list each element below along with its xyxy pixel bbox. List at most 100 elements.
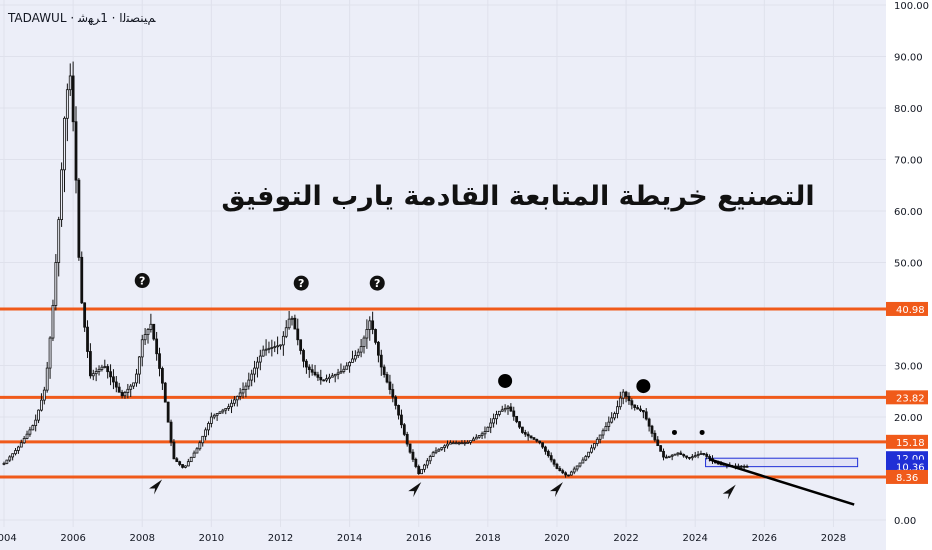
- candle-body: [431, 452, 435, 457]
- x-tick-label: 2028: [821, 533, 846, 544]
- candle-body: [368, 320, 372, 330]
- symbol-label[interactable]: TADAWUL · ﻢﻴﻨﺼﺘﻟﺍ · 1ﺮﻬﺷ: [7, 11, 157, 26]
- candle-body: [209, 416, 213, 424]
- candle-body: [8, 456, 12, 461]
- candle-body: [466, 442, 470, 444]
- candle-body: [472, 438, 475, 442]
- candle-body: [267, 347, 271, 350]
- candle-body: [256, 361, 259, 369]
- candle-body: [552, 459, 556, 465]
- candle-body: [281, 335, 285, 346]
- candle-body: [348, 362, 352, 367]
- trendline: [708, 458, 855, 506]
- level-label-text: 10.36: [896, 463, 925, 474]
- candle-body: [463, 442, 467, 445]
- candle-body: [555, 463, 559, 469]
- candle-body: [509, 406, 513, 412]
- candle-body: [503, 408, 507, 411]
- candle-body: [221, 409, 225, 413]
- candle-body: [607, 421, 611, 427]
- candle-body: [489, 422, 493, 428]
- candle-body: [532, 437, 536, 440]
- candle-body: [342, 368, 346, 372]
- candle-body: [86, 326, 89, 352]
- candle-body: [37, 409, 40, 421]
- candle-body: [578, 462, 582, 467]
- candle-body: [598, 434, 602, 440]
- candle-body: [523, 432, 527, 435]
- candle-body: [89, 351, 92, 377]
- candle-body: [227, 406, 231, 409]
- arrow-marker: [408, 482, 422, 498]
- y-tick-label: 60.00: [894, 207, 923, 218]
- candle-body: [443, 445, 447, 448]
- candle-body: [114, 381, 118, 388]
- candle-body: [307, 366, 311, 371]
- candle-body: [51, 305, 55, 339]
- candle-body: [440, 447, 444, 450]
- level-label-bg: [886, 390, 928, 405]
- candle-body: [232, 399, 236, 404]
- candle-body: [584, 456, 588, 461]
- candle-body: [184, 465, 187, 468]
- candle-body: [610, 417, 614, 423]
- y-tick-label: 100.00: [894, 1, 929, 12]
- candle-body: [636, 407, 639, 410]
- candle-body: [621, 391, 625, 399]
- candle-body: [175, 458, 179, 463]
- candle-body: [362, 337, 366, 348]
- candle-body: [425, 460, 429, 466]
- candle-body: [2, 462, 6, 465]
- candle-body: [302, 350, 305, 362]
- x-tick-label: 2012: [268, 533, 293, 544]
- candle-body: [379, 354, 383, 368]
- candle-body: [558, 468, 562, 472]
- candle-body: [290, 317, 294, 320]
- candle-body: [253, 367, 256, 375]
- candle-body: [103, 366, 107, 368]
- candle-body: [497, 410, 501, 415]
- candle-body: [650, 425, 654, 434]
- candle-body: [495, 414, 498, 420]
- candle-body: [163, 382, 167, 403]
- candle-body: [181, 464, 184, 468]
- candle-body: [604, 426, 608, 432]
- candle-body: [166, 401, 170, 423]
- candle-body: [423, 464, 426, 470]
- candle-body: [322, 379, 326, 382]
- candle-body: [135, 373, 138, 384]
- candle-body: [745, 465, 749, 468]
- candle-body: [662, 450, 665, 458]
- candle-body: [696, 454, 700, 457]
- arrow-marker: [149, 479, 163, 495]
- candle-body: [45, 367, 49, 391]
- candle-body: [448, 442, 452, 445]
- candle-body: [74, 121, 78, 181]
- candle-body: [152, 323, 156, 340]
- candle-body: [158, 353, 161, 369]
- candle-body: [682, 454, 686, 457]
- candle-body: [106, 366, 110, 373]
- candle-body: [330, 375, 334, 378]
- candle-body: [204, 429, 208, 437]
- candle-body: [673, 453, 677, 456]
- candle-body: [313, 371, 317, 376]
- candle-body: [742, 465, 746, 468]
- candle-body: [353, 355, 357, 360]
- candle-body: [198, 442, 202, 450]
- candle-body: [460, 442, 464, 445]
- horizontal-levels: [0, 307, 886, 479]
- candle-body: [451, 442, 455, 445]
- candle-body: [535, 438, 539, 442]
- candle-body: [402, 424, 406, 435]
- question-marker: [293, 275, 309, 291]
- x-tick-label: 2026: [752, 533, 777, 544]
- candle-body: [644, 411, 648, 420]
- x-tick-label: 2014: [337, 533, 362, 544]
- candle-body: [42, 389, 46, 401]
- candle-body: [486, 426, 490, 432]
- candle-body: [218, 411, 222, 414]
- candle-body: [126, 388, 130, 393]
- candle-body: [100, 366, 104, 370]
- candle-body: [676, 452, 680, 455]
